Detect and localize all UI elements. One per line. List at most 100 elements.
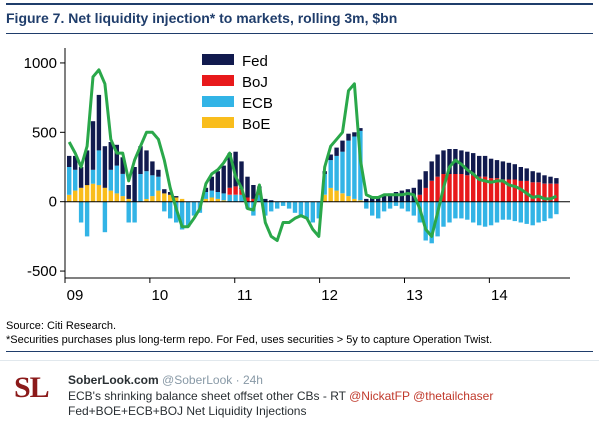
bar-ecb [185, 201, 191, 227]
bar-boe [96, 185, 102, 202]
bar-ecb [120, 173, 125, 197]
bar-boe [221, 200, 226, 202]
bar-fed [67, 155, 72, 167]
bar-boj [233, 186, 238, 195]
bar-ecb [376, 201, 381, 219]
bar-fed [126, 185, 131, 199]
bar-boe [209, 197, 214, 202]
bar-fed [138, 146, 143, 174]
bar-ecb [530, 201, 535, 226]
legend-label-boj: BoJ [242, 74, 268, 91]
tweet-text-line1: ECB's shrinking balance sheet offset oth… [68, 389, 493, 403]
bar-fed [245, 176, 250, 198]
bar-boe [78, 187, 84, 202]
bar-boe [67, 194, 72, 202]
tweet-author-name[interactable]: SoberLook.com [68, 373, 159, 387]
bar-boj [548, 183, 553, 202]
bar-ecb [292, 201, 298, 213]
bar-fed [150, 161, 155, 176]
bar-fed [162, 189, 167, 194]
mention-link-thetailchaser[interactable]: @thetailchaser [413, 389, 494, 403]
figure-top-rule [6, 3, 593, 5]
bar-ecb [465, 201, 470, 220]
bar-ecb [138, 173, 143, 202]
bar-boj [447, 173, 452, 202]
bar-fed [441, 150, 446, 174]
bar-boj [482, 176, 488, 202]
bar-ecb [84, 201, 90, 237]
bar-ecb [156, 176, 161, 191]
bar-fed [144, 150, 149, 172]
bar-fed [174, 196, 179, 198]
bar-boj [524, 180, 529, 202]
bar-boe [174, 197, 179, 202]
bar-fed [542, 175, 547, 184]
bar-boj [459, 173, 464, 202]
tweet-card[interactable]: SL SoberLook.com @SoberLook · 24h ECB's … [0, 360, 599, 435]
bar-ecb [441, 201, 446, 227]
bar-ecb [518, 201, 523, 223]
bar-boe [102, 187, 108, 202]
bar-ecb [471, 201, 476, 223]
bar-ecb [269, 201, 274, 212]
bar-fed [417, 179, 422, 195]
tweet-text-prefix: ECB's shrinking balance sheet offset oth… [68, 389, 350, 403]
bar-fed [352, 132, 357, 137]
bar-boe [346, 196, 351, 202]
bar-ecb [215, 192, 220, 199]
legend-swatch-fed [202, 54, 234, 65]
bar-ecb [102, 201, 108, 233]
title-rule [6, 33, 593, 34]
x-tick-label: 14 [491, 287, 508, 304]
bar-boj [465, 175, 470, 202]
bar-fed [459, 150, 464, 174]
bar-ecb [191, 201, 197, 216]
bar-fed [227, 153, 232, 188]
bar-ecb [114, 165, 119, 194]
bar-ecb [477, 201, 482, 226]
bar-fed [494, 160, 500, 179]
bar-ecb [429, 201, 434, 244]
bar-boj [245, 197, 250, 202]
bar-ecb [108, 169, 113, 191]
bar-fed [346, 133, 351, 141]
bar-ecb [257, 194, 262, 202]
bar-fed [132, 167, 137, 202]
bar-boe [84, 185, 90, 202]
tweet-timestamp[interactable]: 24h [242, 373, 263, 387]
bar-ecb [78, 201, 84, 223]
bar-ecb [524, 201, 529, 224]
bar-fed [554, 178, 559, 184]
bar-fed [84, 150, 90, 186]
bar-boj [512, 179, 517, 202]
bar-ecb [162, 201, 167, 212]
legend-swatch-boj [202, 75, 234, 86]
figure-panel: Figure 7. Net liquidity injection* to ma… [6, 3, 593, 352]
bar-ecb [263, 201, 268, 216]
bar-boe [203, 198, 209, 202]
figure-bottom-rule [6, 351, 593, 352]
x-tick-label: 12 [321, 287, 338, 304]
bar-fed [239, 161, 244, 190]
bar-ecb [209, 190, 214, 198]
bar-ecb [405, 201, 411, 212]
bar-boe [352, 198, 357, 202]
bar-ecb [453, 201, 458, 219]
bar-boe [150, 196, 155, 202]
bar-fed [269, 200, 274, 202]
avatar[interactable]: SL [14, 371, 50, 404]
bar-boj [536, 182, 541, 202]
bar-fed [447, 149, 452, 174]
tweet-author-handle[interactable]: @SoberLook [162, 373, 233, 387]
bar-ecb [494, 201, 500, 223]
axes: 1000 500 0 -500 09 10 11 12 13 14 [24, 48, 570, 304]
bar-boe [120, 196, 125, 202]
mention-link-nickatfp[interactable]: @NickatFP [349, 389, 410, 403]
bar-fed [96, 94, 102, 151]
bar-fed [90, 121, 96, 170]
bar-ecb [239, 194, 244, 202]
bar-ecb [316, 201, 321, 219]
bar-boe [73, 190, 78, 202]
bar-ecb [67, 167, 72, 195]
legend-swatch-boe [202, 117, 234, 128]
